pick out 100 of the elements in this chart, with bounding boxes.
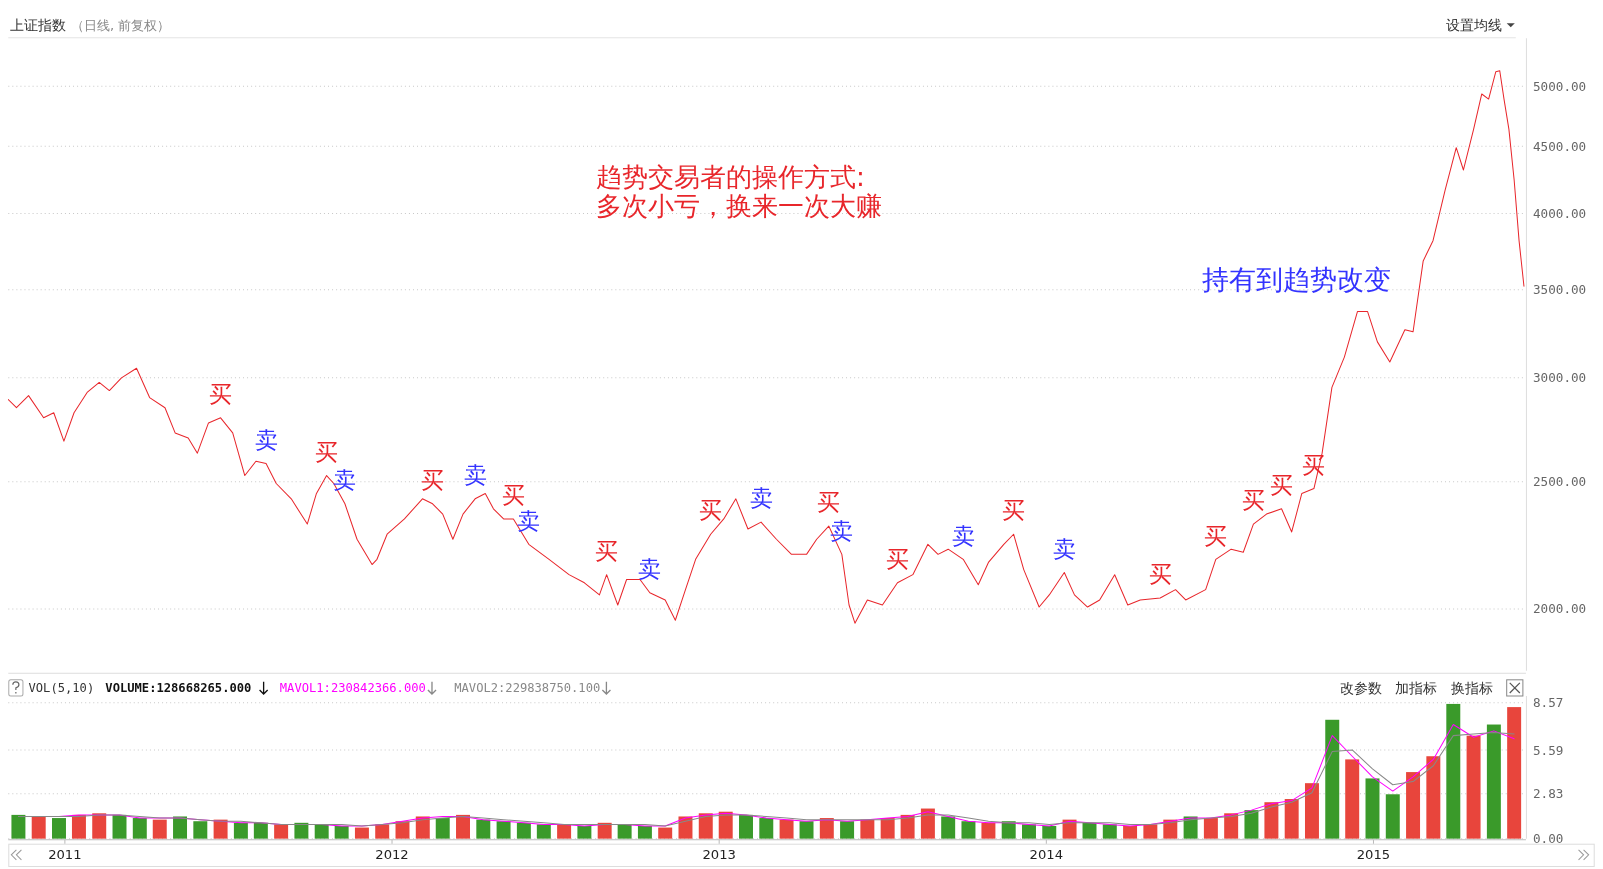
bar — [597, 822, 612, 839]
y-tick-label: 4500.00 — [1533, 138, 1587, 154]
bar — [1345, 759, 1360, 839]
bar — [577, 825, 592, 839]
annotation: 卖 — [830, 516, 854, 544]
chart-title: 上证指数 — [10, 17, 67, 34]
text: 改参数 — [1339, 679, 1382, 696]
text: MAVOL1:230842366.000 — [279, 680, 426, 695]
bar — [253, 822, 268, 839]
bar — [860, 819, 875, 839]
bar — [1082, 822, 1097, 839]
bar — [1486, 724, 1501, 839]
annotation: 买 — [1148, 560, 1172, 588]
bar — [274, 824, 289, 839]
annotation: 买 — [1241, 486, 1265, 514]
bar — [1001, 821, 1016, 839]
text: 换指标 — [1451, 679, 1494, 696]
bar — [819, 818, 834, 839]
bar — [233, 822, 248, 839]
bar — [1365, 778, 1380, 839]
bar — [1284, 799, 1299, 839]
bar — [375, 824, 390, 839]
bar — [658, 827, 673, 839]
bar — [31, 816, 46, 839]
bar — [11, 814, 26, 839]
bar — [759, 818, 774, 839]
bar — [496, 821, 511, 839]
bar — [799, 821, 814, 839]
annotation: 卖 — [749, 484, 773, 512]
annotation: 买 — [315, 437, 339, 465]
annotation: 买 — [595, 536, 619, 564]
line-series — [8, 70, 1525, 624]
y-tick-label: 5.59 — [1533, 742, 1564, 758]
bar — [71, 814, 86, 839]
bar — [173, 816, 188, 839]
y-tick-label: 2500.00 — [1533, 474, 1587, 490]
y-tick-label: 3500.00 — [1533, 282, 1587, 298]
bar — [880, 818, 895, 839]
bar — [1224, 813, 1239, 839]
bar — [698, 813, 713, 839]
x-tick-label: 2015 — [1356, 847, 1391, 863]
annotation: 买 — [1204, 521, 1228, 549]
bar — [92, 813, 107, 839]
bar — [557, 824, 572, 839]
y-tick-label: 3000.00 — [1533, 370, 1587, 386]
bar — [294, 822, 309, 839]
bar — [354, 827, 369, 839]
bar — [1102, 824, 1117, 839]
bar — [840, 821, 855, 839]
annotation: 持有到趋势改变 — [1202, 263, 1392, 295]
x-tick-label: 2012 — [375, 847, 409, 863]
annotation: 买 — [1002, 496, 1026, 524]
y-tick-label: 4000.00 — [1533, 205, 1587, 221]
annotation: 买 — [1270, 471, 1294, 498]
bar — [1446, 703, 1461, 839]
x-tick-label: 2013 — [702, 847, 736, 863]
bar — [1244, 810, 1259, 839]
x-tick-label: 2011 — [48, 847, 82, 863]
bar — [617, 824, 632, 839]
annotation: 趋势交易者的操作方式: — [596, 162, 865, 193]
annotation: 卖 — [951, 521, 975, 549]
bar — [1426, 756, 1441, 839]
bar — [1042, 825, 1057, 839]
bar — [941, 816, 956, 839]
bar — [920, 808, 935, 839]
annotation: 买 — [885, 545, 909, 573]
bar — [132, 818, 147, 839]
annotation: 买 — [209, 380, 233, 408]
chart-subtitle: VOLUME:128668265.000 — [105, 680, 252, 695]
bar — [456, 814, 470, 839]
bar — [1143, 824, 1158, 839]
annotation: 卖 — [254, 425, 278, 453]
chart-title: VOL(5,10) — [28, 680, 95, 695]
annotation: 卖 — [638, 554, 662, 582]
text: 加指标 — [1395, 679, 1438, 696]
bar — [1466, 735, 1481, 839]
chart-subtitle: （日线, 前复权） — [71, 17, 171, 33]
bar — [1123, 825, 1138, 839]
legend-label: MAVOL2:229838750.100 — [454, 680, 601, 695]
bar — [1021, 824, 1036, 839]
bar — [1385, 794, 1400, 839]
bar — [334, 825, 349, 839]
annotation: 多次小亏，换来一次大赚 — [596, 191, 883, 222]
bar — [516, 822, 531, 839]
bar — [1304, 783, 1319, 839]
bar — [314, 824, 329, 839]
bar — [1406, 772, 1421, 839]
bar — [213, 819, 228, 839]
y-tick-label: 0.00 — [1533, 831, 1564, 847]
annotation: 买 — [421, 466, 445, 493]
bar — [152, 819, 167, 839]
bar — [1203, 818, 1218, 839]
bar — [435, 818, 450, 839]
y-tick-label: 2000.00 — [1533, 601, 1587, 617]
annotation: 卖 — [463, 461, 487, 489]
y-tick-label: 8.57 — [1533, 695, 1564, 711]
x-tick-label: 2014 — [1029, 847, 1064, 863]
bar — [536, 824, 551, 839]
annotation: 卖 — [517, 506, 541, 534]
bar — [476, 819, 491, 839]
